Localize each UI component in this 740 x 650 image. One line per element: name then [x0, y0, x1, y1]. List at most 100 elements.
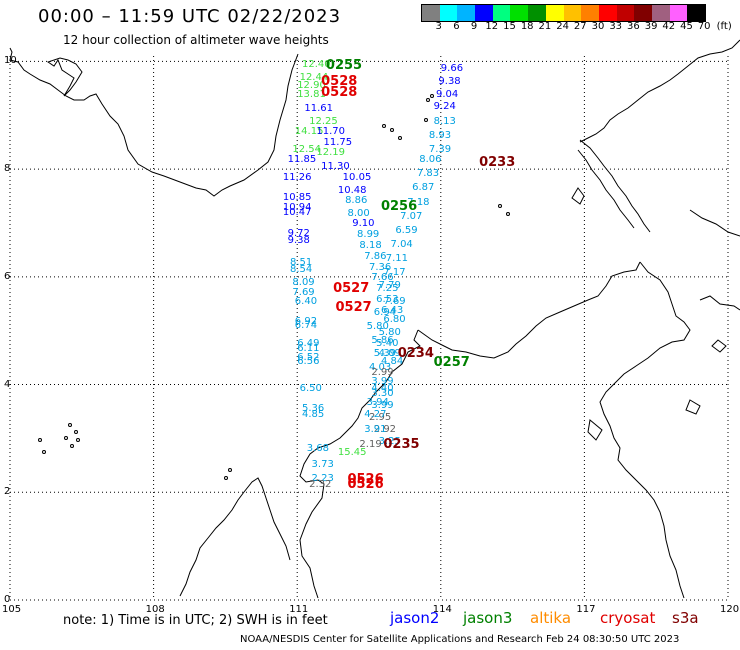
islet — [390, 128, 394, 132]
wave-height-value: 12.44 — [299, 71, 329, 83]
wave-height-value: 7.36 — [369, 261, 392, 273]
color-swatch — [616, 5, 635, 21]
islet — [382, 124, 386, 128]
wave-height-value: 11.70 — [316, 126, 345, 138]
lat-tick-label: 2 — [4, 486, 11, 498]
wave-height-value: 8.51 — [290, 257, 313, 269]
wave-height-value: 5.80 — [378, 326, 401, 338]
wave-height-value: 12.90 — [297, 79, 326, 91]
color-swatch — [669, 5, 688, 21]
wave-height-value: 4.27 — [364, 409, 387, 421]
wave-height-value: 12.19 — [316, 146, 345, 158]
wave-height-value: 11.61 — [304, 102, 334, 114]
color-scale-tick: 21 — [538, 21, 552, 32]
wave-height-value: 2.32 — [309, 478, 332, 490]
wave-height-value: 8.00 — [347, 207, 370, 219]
wave-height-value: 7.86 — [364, 250, 387, 262]
pass-time-label: 0234 — [397, 345, 434, 361]
pass-time-label: 0257 — [433, 355, 470, 370]
wave-height-value: 6.40 — [294, 295, 318, 307]
pass-time-label: 0527 — [335, 299, 372, 315]
color-scale-tick: 27 — [573, 21, 587, 32]
wave-height-value: 2.23 — [311, 472, 334, 484]
wave-height-value: 7.07 — [400, 210, 423, 222]
color-swatch — [439, 5, 458, 21]
pass-time-label: 0255 — [325, 57, 363, 73]
wave-height-value: 15.45 — [337, 447, 367, 459]
wave-height-value: 6.52 — [297, 351, 320, 363]
wave-height-color-scale — [421, 4, 706, 22]
wave-height-value: 7.11 — [385, 253, 409, 265]
wave-height-value: 3.91 — [364, 424, 387, 436]
wave-height-value: 7.39 — [428, 143, 452, 155]
wave-height-value: 9.10 — [352, 218, 375, 230]
wave-height-value: 3.25 — [378, 436, 401, 448]
islet — [224, 476, 228, 480]
lat-tick-label: 4 — [4, 378, 11, 390]
lat-tick-label: 0 — [4, 594, 11, 605]
color-swatch — [528, 5, 546, 21]
wave-height-value: 10.94 — [282, 201, 312, 213]
wave-height-value: 6.53 — [376, 293, 399, 305]
islet — [426, 98, 430, 102]
wave-height-value: 7.17 — [383, 267, 406, 279]
pass-time-label: 0527 — [333, 280, 370, 296]
wave-height-value: 8.86 — [345, 195, 368, 207]
wave-height-value: 9.38 — [287, 235, 310, 247]
wave-height-value: 14.15 — [294, 126, 324, 138]
wave-height-value: 7.69 — [383, 295, 406, 307]
islet — [398, 136, 402, 140]
wave-height-value: 4.40 — [371, 382, 394, 394]
wave-height-value: 9.38 — [438, 75, 461, 87]
wave-height-value: 5.80 — [366, 320, 389, 332]
islet — [506, 212, 510, 216]
color-swatch — [422, 5, 440, 21]
wave-height-value: 12.40 — [301, 58, 331, 70]
wave-height-value: 11.30 — [321, 160, 350, 172]
wave-height-value: 6.74 — [294, 320, 318, 332]
islet — [76, 438, 80, 442]
wave-height-value: 12.25 — [309, 115, 338, 127]
wave-height-value: 9.24 — [433, 100, 456, 112]
wave-height-value: 2.99 — [371, 366, 394, 378]
wave-height-value: 4.85 — [301, 409, 325, 421]
wave-height-value: 8.99 — [357, 228, 380, 240]
footer-note: note: 1) Time is in UTC; 2) SWH is in fe… — [63, 613, 328, 628]
color-scale-tick: 39 — [644, 21, 658, 32]
lon-tick-label: 117 — [576, 604, 596, 615]
color-scale-tick: 70 — [697, 21, 711, 32]
legend-s3a: s3a — [672, 609, 699, 627]
wave-height-value: 6.11 — [297, 343, 320, 354]
wave-height-value: 4.84 — [380, 355, 404, 367]
color-scale-tick: 33 — [609, 21, 623, 32]
lat-tick-label: 8 — [4, 163, 11, 175]
legend-altika: altika — [530, 609, 572, 627]
wave-height-value: 2.19 — [359, 438, 382, 450]
wave-height-value: 11.26 — [282, 171, 312, 183]
pass-time-label: 0256 — [380, 199, 418, 215]
wave-height-value: 8.54 — [290, 263, 313, 275]
wave-height-value: 9.04 — [436, 88, 459, 100]
wave-height-value: 6.50 — [299, 382, 322, 394]
islet — [228, 468, 232, 472]
color-swatch — [510, 5, 529, 21]
wave-height-value: 5.86 — [371, 334, 394, 346]
wave-height-value: 6.49 — [297, 337, 320, 349]
wave-height-value: 7.18 — [407, 196, 430, 208]
lon-tick-label: 120 — [720, 604, 740, 615]
wave-height-value: 3.99 — [371, 400, 394, 412]
pass-time-label: 0526 — [347, 471, 384, 487]
islet — [424, 118, 428, 122]
wave-height-value: 11.85 — [287, 154, 317, 166]
wave-height-value: 10.48 — [337, 184, 367, 196]
islet — [42, 450, 46, 454]
legend-cryosat: cryosat — [600, 609, 656, 627]
color-scale-unit: (ft) — [716, 21, 732, 32]
color-scale-tick: 18 — [520, 21, 534, 32]
color-swatch — [457, 5, 476, 21]
color-scale-tick: 36 — [627, 21, 640, 32]
wave-height-value: 8.09 — [292, 277, 315, 289]
wave-height-value: 8.06 — [419, 154, 442, 166]
lon-tick-label: 114 — [432, 604, 452, 615]
